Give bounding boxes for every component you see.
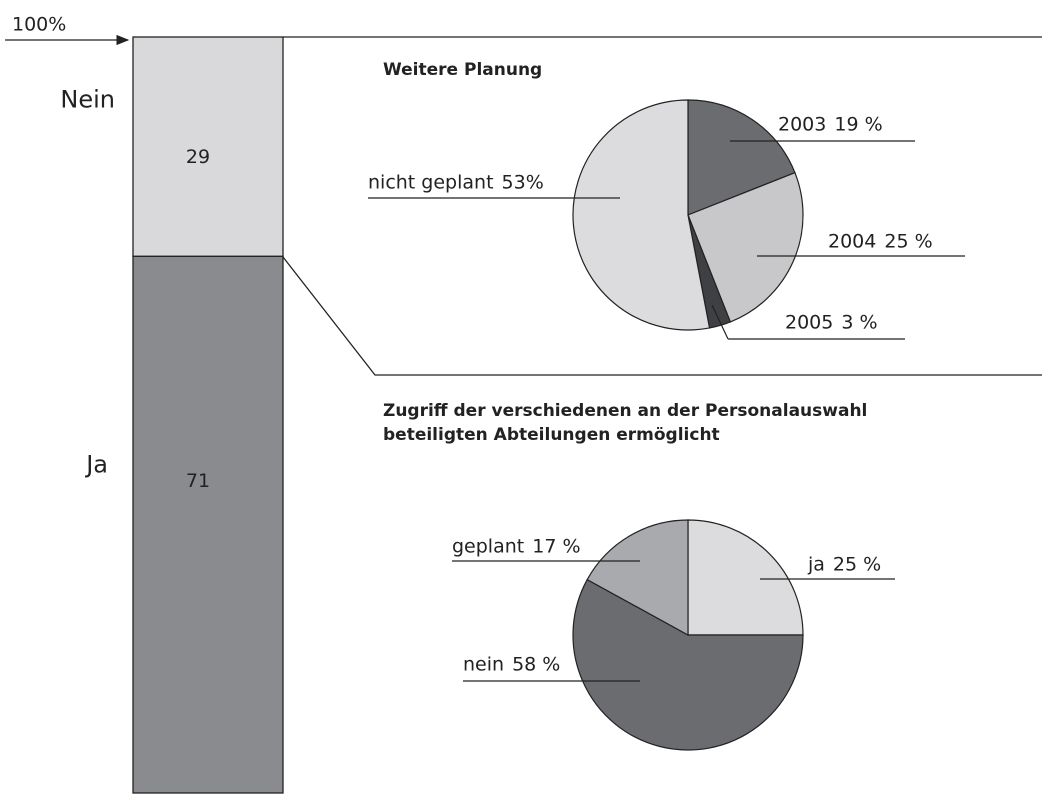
bar-segment bbox=[132, 36, 284, 257]
chart-title: beteiligten Abteilungen ermöglicht bbox=[383, 425, 720, 445]
series-label: Ja bbox=[84, 451, 108, 479]
connector bbox=[282, 256, 1042, 376]
pie-slice bbox=[586, 519, 689, 637]
pie-slice bbox=[572, 578, 804, 751]
slice-label: 2003 bbox=[778, 114, 826, 136]
bar-segment bbox=[132, 255, 284, 794]
chart-title: Zugriff der verschiedenen an der Persona… bbox=[383, 401, 867, 421]
slice-label: 2005 bbox=[785, 312, 833, 334]
value-label: 25 % bbox=[833, 554, 881, 576]
value-label: 58 % bbox=[512, 654, 560, 676]
leader-line bbox=[711, 304, 729, 340]
value-label: 53% bbox=[502, 172, 544, 194]
pie-slice bbox=[687, 99, 796, 216]
pie-slice bbox=[572, 99, 711, 331]
value-label: 29 bbox=[186, 146, 210, 168]
value-label: 3 % bbox=[841, 312, 877, 334]
chart-title: Weitere Planung bbox=[383, 60, 542, 80]
pie-slice bbox=[687, 171, 804, 323]
value-label: 25 % bbox=[884, 231, 932, 253]
value-label: 71 bbox=[186, 470, 210, 492]
value-label: 17 % bbox=[532, 536, 580, 558]
pie-slice bbox=[687, 519, 804, 636]
slice-label: 2004 bbox=[828, 231, 876, 253]
series-label: Nein bbox=[60, 86, 115, 114]
value-label: 19 % bbox=[834, 114, 882, 136]
slice-label: geplant bbox=[452, 536, 524, 558]
slice-label: nicht geplant bbox=[368, 172, 494, 194]
slice-label: ja bbox=[807, 554, 825, 576]
slice-label: nein bbox=[463, 654, 504, 676]
annotation: 100% bbox=[12, 14, 66, 36]
